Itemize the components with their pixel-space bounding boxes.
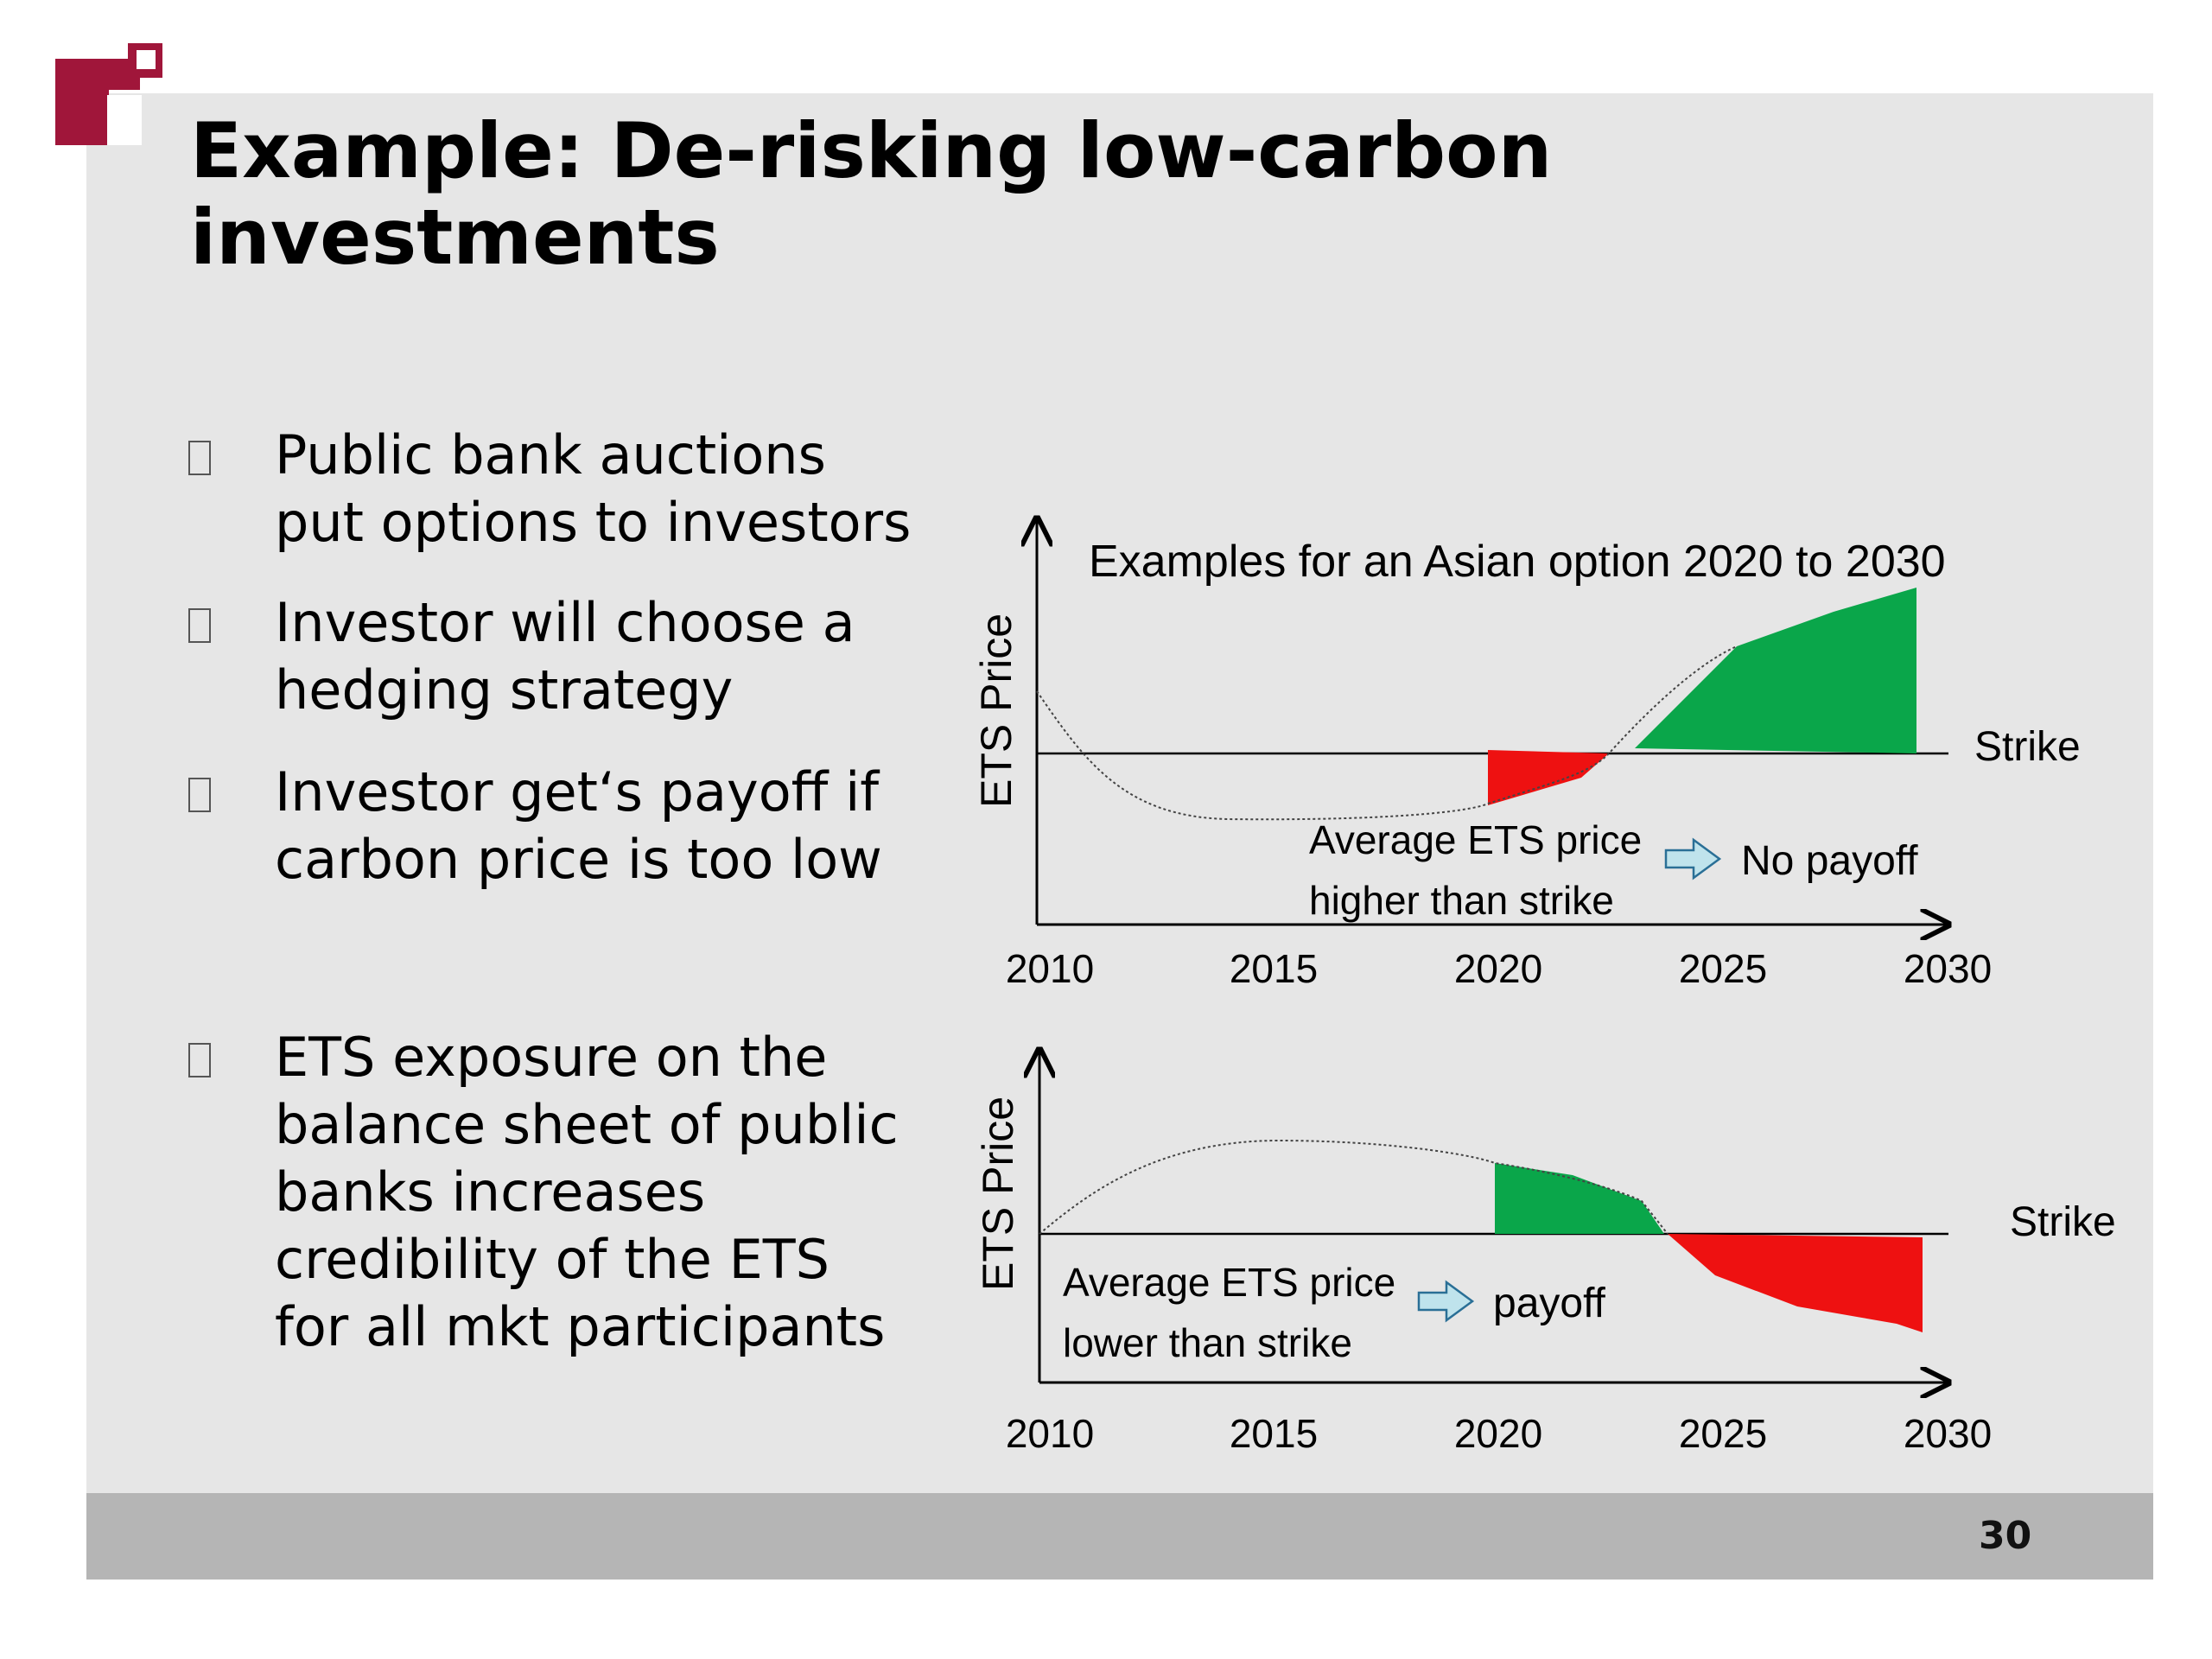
bullet-item: ETS exposure on the balance sheet of pub… [181,1024,959,1370]
bottom-x-tick: 2020 [1454,1411,1542,1456]
bottom-y-label: ETS Price [974,1096,1022,1291]
bullet-text: ETS exposure on the balance sheet of pub… [275,1026,899,1358]
bullet-text: Public bank auctions put options to inve… [275,423,912,554]
bottom-loss-area [1668,1234,1923,1332]
bullet-box-icon [188,1043,211,1077]
footer-bar [86,1493,2153,1580]
bottom-x-tick: 2025 [1679,1411,1767,1456]
bottom-strike-label: Strike [2010,1199,2116,1245]
top-loss-area [1488,750,1609,805]
top-y-label: ETS Price [972,613,1020,808]
bullet-box-icon [188,778,211,812]
bottom-gain-area [1495,1163,1664,1234]
bottom-price-curve [1039,1139,1669,1235]
bullet-box-icon [188,441,211,475]
top-annotation-line-2: higher than strike [1309,878,1614,923]
top-annotation-line-1: Average ETS price [1309,817,1642,862]
top-gain-area [1635,588,1916,753]
bullet-item: Investor will choose a hedging strategy [181,589,959,728]
bullet-text: Investor will choose a hedging strategy [275,591,855,721]
bullet-text: Investor get‘s payoff if carbon price is… [275,760,882,891]
bullet-item: Investor get‘s payoff if carbon price is… [181,759,959,897]
top-x-tick: 2015 [1230,946,1318,991]
top-arrow-icon [1664,837,1722,880]
bottom-x-tick: 2030 [1904,1411,1992,1456]
page-title: Example: De-risking low-carbon investmen… [190,108,1745,281]
top-strike-label: Strike [1974,724,2081,770]
bottom-x-tick: 2010 [1006,1411,1094,1456]
brand-logo [55,43,162,145]
top-x-tick: 2030 [1904,946,1992,991]
bottom-arrow-icon [1417,1280,1475,1323]
slide-background [86,93,2153,1580]
page-number: 30 [1979,1514,2032,1558]
top-x-tick: 2020 [1454,946,1542,991]
top-price-curve [1036,645,1738,821]
bottom-annotation-line-1: Average ETS price [1063,1260,1395,1305]
top-x-tick: 2025 [1679,946,1767,991]
bottom-x-tick: 2015 [1230,1411,1318,1456]
top-x-tick: 2010 [1006,946,1094,991]
title-line-2: investments [190,193,720,282]
top-chart-title: Examples for an Asian option 2020 to 203… [1089,537,1946,587]
bottom-result-label: payoff [1493,1281,1606,1326]
bullet-box-icon [188,608,211,643]
bullet-item: Public bank auctions put options to inve… [181,422,959,560]
top-result-label: No payoff [1741,838,1918,884]
top-chart: Examples for an Asian option 2020 to 203… [972,518,2081,991]
bottom-annotation-line-2: lower than strike [1063,1320,1352,1365]
title-line-1: Example: De-risking low-carbon [190,106,1553,195]
bottom-chart: ETS Price Strike Average ETS price lower… [974,1050,2116,1456]
